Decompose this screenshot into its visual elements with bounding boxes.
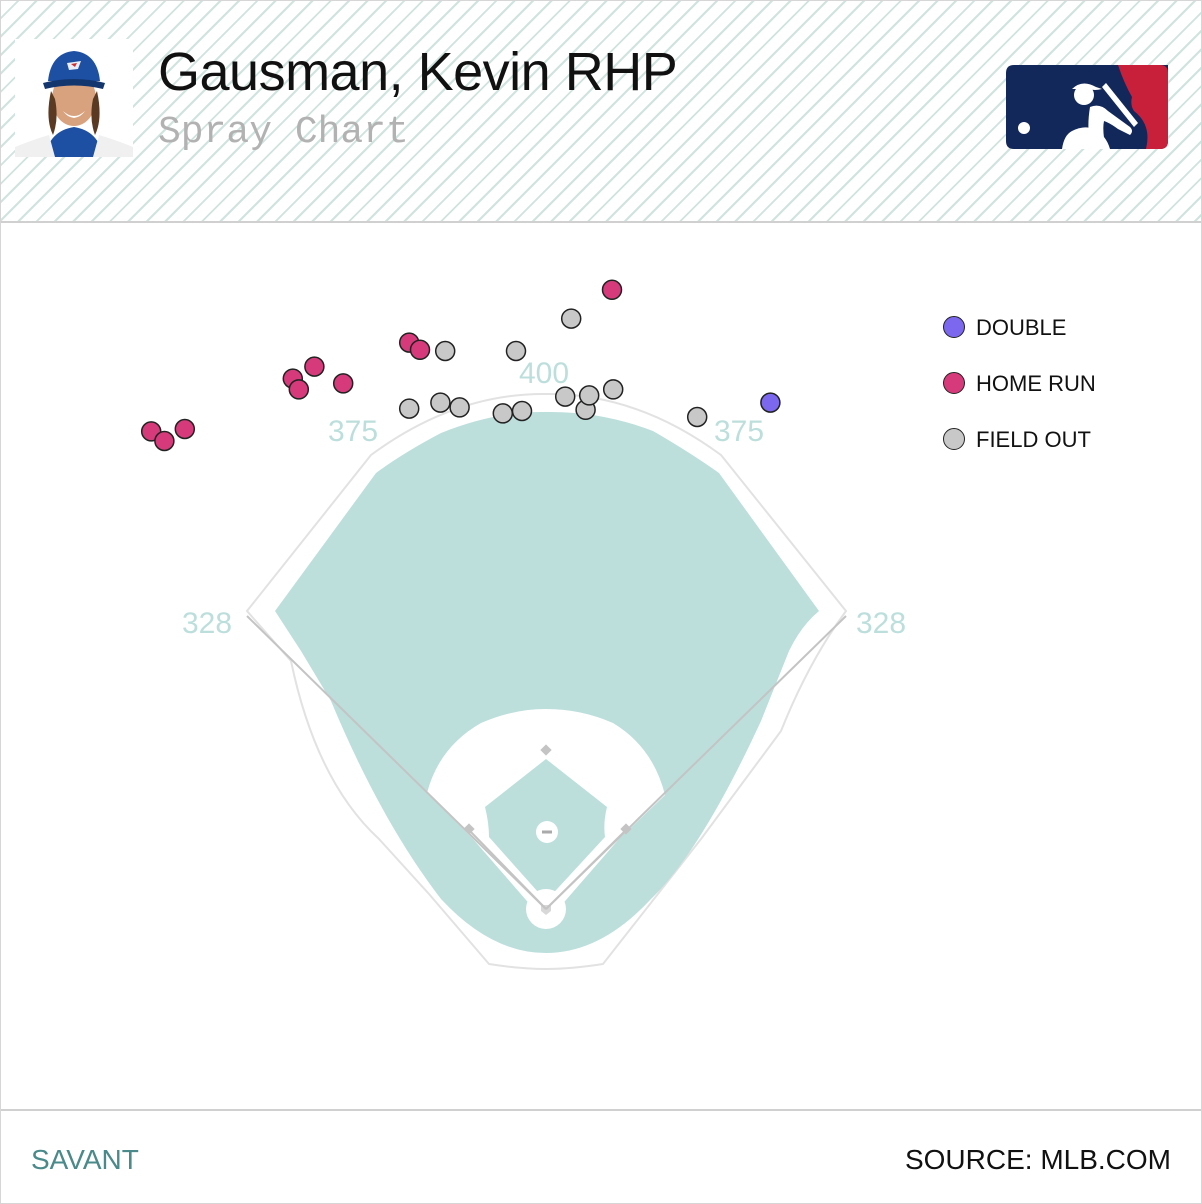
batted-ball-point-field-out[interactable] <box>578 385 600 406</box>
pitchers-rubber <box>542 830 552 834</box>
batted-ball-points <box>140 279 781 452</box>
batted-ball-point-field-out[interactable] <box>449 397 470 418</box>
batted-ball-point-home-run[interactable] <box>154 430 175 452</box>
spray-chart: 328 375 400 375 328 <box>140 279 906 971</box>
batted-ball-point-home-run[interactable] <box>174 418 196 440</box>
batted-ball-point-field-out[interactable] <box>398 398 420 419</box>
distance-label-center: 400 <box>519 357 569 390</box>
batted-ball-point-field-out[interactable] <box>492 403 514 424</box>
header: Gausman, Kevin RHP Spray Chart <box>1 1 1201 223</box>
page-subtitle: Spray Chart <box>158 111 409 154</box>
batted-ball-point-field-out[interactable] <box>511 400 533 422</box>
legend-label-home-run: HOME RUN <box>976 371 1096 396</box>
batted-ball-point-home-run[interactable] <box>332 373 354 394</box>
batted-ball-point-field-out[interactable] <box>505 340 527 362</box>
batted-ball-point-home-run[interactable] <box>409 339 431 361</box>
batted-ball-point-double[interactable] <box>760 392 781 413</box>
distance-label-right-center: 375 <box>714 415 764 448</box>
third-base <box>463 823 475 835</box>
distance-label-right-line: 328 <box>856 607 906 640</box>
batted-ball-point-home-run[interactable] <box>288 379 310 400</box>
batted-ball-point-field-out[interactable] <box>560 308 582 329</box>
batted-ball-point-home-run[interactable] <box>304 356 325 377</box>
distance-label-left-center: 375 <box>328 415 378 448</box>
player-headshot-icon <box>15 39 133 157</box>
batted-ball-point-field-out[interactable] <box>602 379 624 400</box>
legend-dot-double <box>943 316 965 338</box>
batted-ball-point-field-out[interactable] <box>686 406 708 428</box>
left-foul-line <box>246 615 547 910</box>
first-base <box>620 823 632 835</box>
batted-ball-point-field-out[interactable] <box>554 386 576 407</box>
source-label: SOURCE: MLB.COM <box>904 1144 1171 1175</box>
legend-dot-field-out <box>943 428 965 450</box>
page-title: Gausman, Kevin RHP <box>158 42 678 102</box>
savant-link[interactable]: SAVANT <box>31 1144 139 1175</box>
third-baseline <box>468 829 547 910</box>
legend-label-field-out: FIELD OUT <box>976 427 1091 452</box>
playing-field <box>275 411 819 953</box>
batted-ball-point-home-run[interactable] <box>601 279 623 301</box>
batted-ball-point-field-out[interactable] <box>434 340 456 362</box>
mlb-logo-icon <box>1006 65 1168 149</box>
footer-divider <box>1 1109 1201 1111</box>
first-baseline <box>545 829 627 910</box>
distance-label-left-line: 328 <box>182 607 232 640</box>
legend-dot-home-run <box>943 372 965 394</box>
second-base <box>540 744 552 756</box>
legend-label-double: DOUBLE <box>976 315 1067 340</box>
batted-ball-point-field-out[interactable] <box>430 392 451 413</box>
